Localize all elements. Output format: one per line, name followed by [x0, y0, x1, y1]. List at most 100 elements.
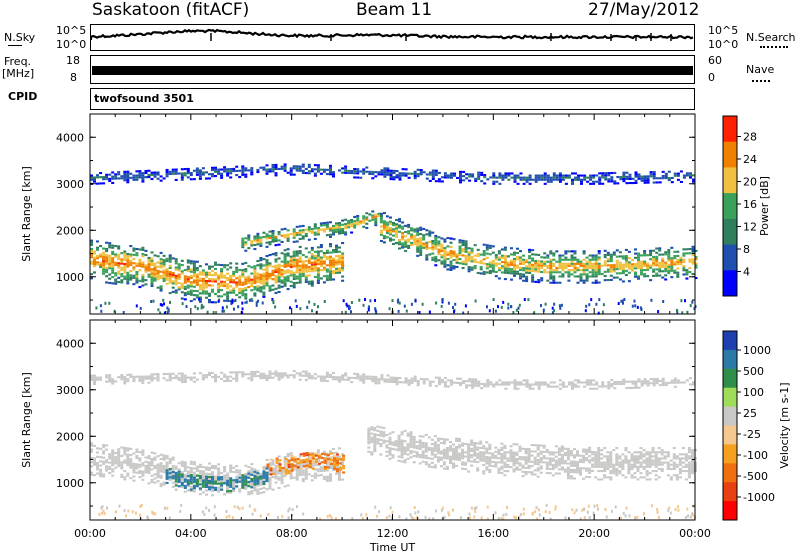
heatmap-cell [344, 227, 348, 230]
heatmap-cell [283, 458, 287, 461]
heatmap-cell [642, 459, 646, 462]
heatmap-cell [445, 457, 449, 460]
heatmap-cell [633, 451, 637, 454]
heatmap-cell [165, 270, 169, 273]
heatmap-cell [652, 264, 656, 267]
heatmap-cell [295, 275, 299, 278]
heatmap-cell [111, 263, 115, 266]
heatmap-cell [537, 268, 541, 271]
heatmap-cell [126, 380, 130, 383]
heatmap-cell [329, 475, 332, 478]
heatmap-cell [241, 167, 245, 170]
heatmap-cell [274, 260, 278, 263]
heatmap-cell [198, 488, 202, 491]
heatmap-cell [289, 257, 293, 260]
heatmap-cell [338, 472, 341, 475]
heatmap-cell [603, 455, 607, 458]
heatmap-cell [229, 168, 233, 171]
heatmap-cell [168, 258, 172, 261]
heatmap-cell [533, 450, 537, 453]
heatmap-cell [342, 458, 346, 461]
heatmap-cell [186, 276, 190, 279]
heatmap-cell [292, 263, 296, 266]
heatmap-cell [141, 449, 145, 452]
heatmap-cell [335, 244, 338, 247]
heatmap-cell [325, 223, 329, 226]
heatmap-cell [643, 250, 647, 253]
heatmap-cell [168, 462, 172, 465]
heatmap-cell [443, 255, 447, 258]
heatmap-cell [99, 464, 103, 467]
heatmap-cell [117, 276, 121, 279]
heatmap-cell [610, 172, 614, 175]
heatmap-cell [549, 252, 553, 255]
heatmap-cell [401, 227, 405, 230]
heatmap-cell [461, 267, 465, 270]
heatmap-cell [208, 477, 211, 480]
heatmap-cell [126, 271, 130, 274]
heatmap-cell [316, 233, 320, 236]
heatmap-cell [244, 249, 248, 252]
heatmap-cell [150, 462, 154, 465]
heatmap-cell [615, 459, 619, 462]
heatmap-cell [549, 176, 553, 179]
heatmap-cell [582, 273, 586, 276]
heatmap-cell [687, 447, 691, 450]
heatmap-cell [627, 271, 631, 274]
heatmap-cell [150, 171, 154, 174]
heatmap-cell [510, 176, 514, 179]
heatmap-cell [229, 371, 233, 374]
heatmap-cell [649, 249, 653, 252]
heatmap-cell [455, 464, 458, 467]
heatmap-cell [253, 487, 257, 490]
heatmap-cell [295, 240, 299, 243]
heatmap-cell [205, 271, 208, 274]
heatmap-cell [594, 258, 598, 261]
heatmap-cell [313, 263, 317, 266]
heatmap-cell [268, 262, 272, 265]
heatmap-cell [546, 254, 550, 257]
heatmap-cell [230, 302, 233, 305]
heatmap-cell [292, 167, 296, 170]
heatmap-cell [394, 444, 398, 447]
heatmap-cell [129, 263, 133, 266]
heatmap-cell [332, 468, 335, 471]
heatmap-cell [597, 271, 601, 274]
heatmap-cell [162, 377, 166, 380]
heatmap-cell [383, 175, 387, 178]
heatmap-cell [126, 259, 130, 262]
heatmap-cell [619, 178, 623, 181]
heatmap-cell [500, 267, 504, 270]
heatmap-cell [416, 231, 420, 234]
heatmap-cell [582, 467, 586, 470]
heatmap-cell [685, 252, 689, 255]
heatmap-cell [551, 474, 555, 477]
heatmap-cell [603, 447, 607, 450]
heatmap-cell [482, 262, 486, 265]
heatmap-cell [287, 461, 291, 464]
heatmap-cell [166, 310, 169, 314]
heatmap-cell [336, 457, 339, 460]
heatmap-cell [548, 467, 552, 470]
heatmap-cell [591, 256, 595, 259]
heatmap-cell [295, 281, 299, 284]
heatmap-cell [156, 474, 160, 477]
heatmap-cell [165, 467, 169, 470]
heatmap-cell [201, 173, 205, 176]
heatmap-cell [585, 264, 589, 267]
heatmap-cell [186, 480, 190, 483]
heatmap-cell [580, 178, 583, 181]
heatmap-cell [379, 443, 383, 446]
heatmap-cell [325, 463, 329, 466]
heatmap-cell [500, 442, 504, 445]
heatmap-cell [492, 298, 495, 301]
heatmap-cell [681, 470, 685, 473]
heatmap-cell [180, 287, 184, 290]
heatmap-cell [473, 448, 477, 451]
heatmap-cell [329, 259, 332, 262]
heatmap-cell [150, 261, 154, 264]
heatmap-cell [310, 263, 314, 266]
heatmap-cell [603, 264, 607, 267]
heatmap-cell [616, 182, 620, 185]
heatmap-cell [633, 455, 637, 458]
